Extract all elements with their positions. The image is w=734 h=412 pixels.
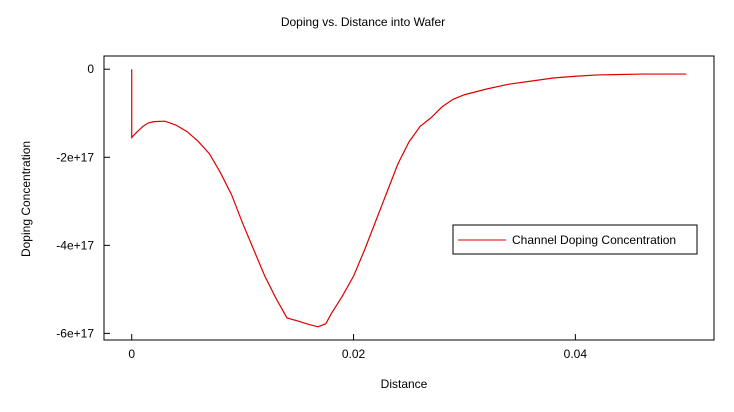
y-tick-label: -6e+17 xyxy=(56,326,94,340)
plot-frame xyxy=(103,55,715,341)
series-line xyxy=(131,69,687,328)
legend-label: Channel Doping Concentration xyxy=(512,233,676,247)
x-tick-label: 0 xyxy=(128,347,135,361)
x-tick-label: 0.02 xyxy=(342,347,366,361)
y-axis-label: Doping Concentration xyxy=(19,141,33,257)
y-tick-label: 0 xyxy=(87,62,94,76)
x-tick-label: 0.04 xyxy=(564,347,588,361)
x-axis-label: Distance xyxy=(381,377,428,391)
y-tick-label: -2e+17 xyxy=(56,150,94,164)
y-axis-ticks: 0 -2e+17 -4e+17 -6e+17 xyxy=(56,62,110,340)
legend: Channel Doping Concentration xyxy=(452,224,698,255)
legend-box xyxy=(452,224,698,255)
series-layer xyxy=(131,69,687,328)
chart-title: Doping vs. Distance into Wafer xyxy=(281,15,445,29)
y-tick-label: -4e+17 xyxy=(56,238,94,252)
x-axis-ticks: 0 0.02 0.04 xyxy=(128,334,587,361)
